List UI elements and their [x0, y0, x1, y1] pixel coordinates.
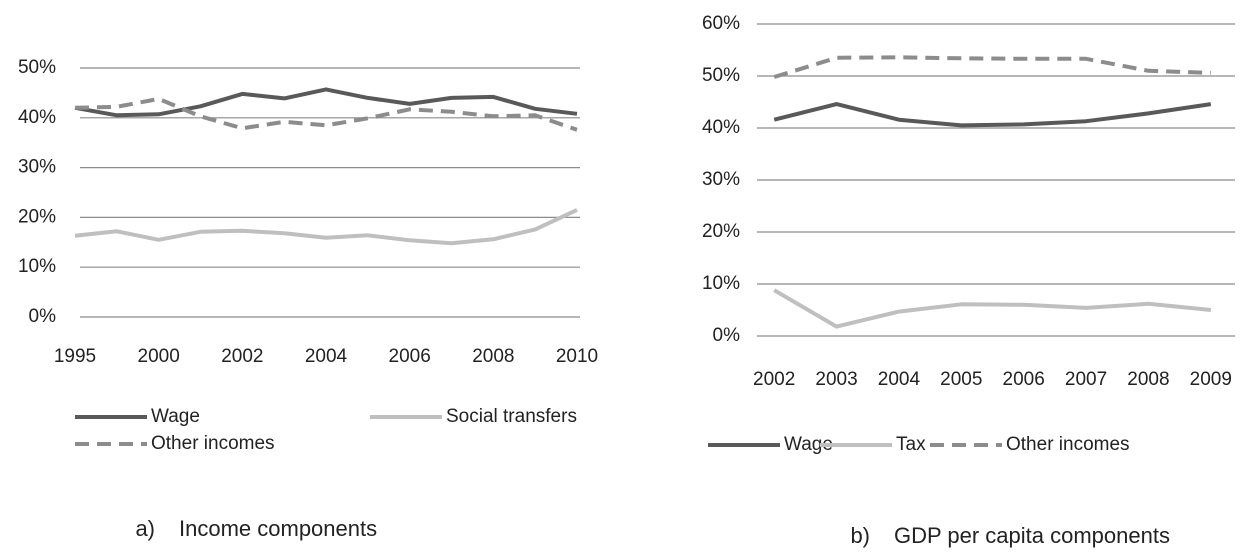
series-line	[773, 288, 1211, 329]
x-tick-label: 2003	[815, 369, 857, 390]
series-line	[773, 102, 1212, 128]
x-tick-label: 2009	[1190, 369, 1232, 390]
x-tick-label: 2010	[556, 346, 598, 367]
legend-label: Other incomes	[1006, 434, 1130, 455]
legend-label: Social transfers	[446, 406, 577, 427]
caption-text: GDP per capita components	[894, 523, 1170, 548]
x-tick-label: 2005	[940, 369, 982, 390]
series-line	[74, 208, 578, 246]
legend-label: Wage	[784, 434, 833, 455]
y-tick-label: 50%	[702, 65, 740, 86]
legend-label: Tax	[896, 434, 926, 455]
y-tick-label: 40%	[18, 107, 56, 128]
y-tick-label: 60%	[702, 13, 740, 34]
y-tick-label: 30%	[18, 157, 56, 178]
y-tick-label: 10%	[18, 256, 56, 277]
x-tick-label: 2002	[221, 346, 263, 367]
x-tick-label: 2002	[753, 369, 795, 390]
caption-label: a)	[135, 516, 155, 541]
x-tick-label: 2007	[1065, 369, 1107, 390]
series-line	[74, 96, 578, 132]
y-tick-label: 20%	[702, 221, 740, 242]
y-tick-label: 40%	[702, 117, 740, 138]
legend-label: Other incomes	[151, 433, 275, 454]
x-tick-label: 2008	[1127, 369, 1169, 390]
y-tick-label: 20%	[18, 206, 56, 227]
series-line	[773, 55, 1211, 79]
x-tick-label: 2006	[1003, 369, 1045, 390]
x-tick-label: 2006	[389, 346, 431, 367]
y-tick-label: 0%	[713, 325, 741, 346]
x-tick-label: 2008	[472, 346, 514, 367]
x-tick-label: 1995	[54, 346, 96, 367]
caption-text: Income components	[179, 516, 377, 541]
y-tick-label: 50%	[18, 57, 56, 78]
x-tick-label: 2004	[305, 346, 348, 367]
y-tick-label: 0%	[29, 306, 57, 327]
caption-label: b)	[850, 523, 870, 548]
legend-label: Wage	[151, 406, 200, 427]
x-tick-label: 2000	[138, 346, 180, 367]
y-tick-label: 10%	[702, 273, 740, 294]
x-tick-label: 2004	[878, 369, 921, 390]
series-line	[74, 87, 578, 118]
y-tick-label: 30%	[702, 169, 740, 190]
